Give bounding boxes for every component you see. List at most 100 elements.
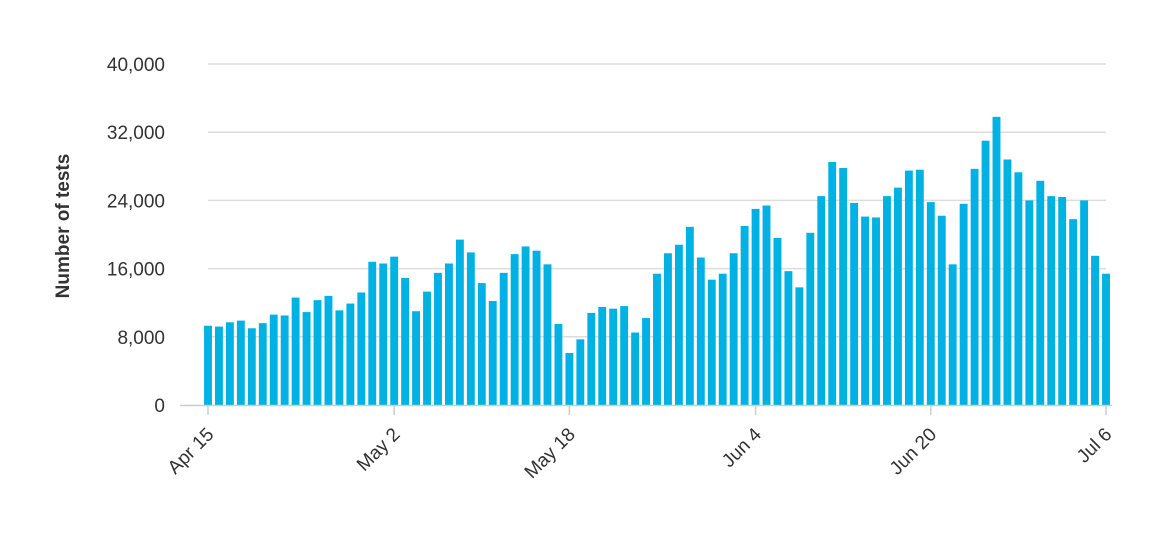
y-tick-label: 0 [154, 396, 165, 417]
bar [466, 252, 475, 405]
bar [576, 339, 585, 405]
y-tick-label: 40,000 [107, 55, 165, 76]
y-tick-label: 32,000 [107, 123, 165, 144]
y-tick-label: 8,000 [117, 328, 165, 349]
bar [609, 308, 618, 405]
bar [642, 318, 650, 405]
bar [751, 208, 760, 405]
bar [915, 169, 924, 405]
bar [893, 187, 902, 405]
bar [1003, 159, 1012, 405]
bar [872, 217, 880, 405]
bar [806, 232, 815, 405]
bar [346, 303, 355, 405]
bar [225, 322, 234, 405]
bar [653, 273, 661, 405]
bar [521, 246, 530, 405]
bar [1102, 273, 1110, 405]
x-tick-label: Jul 6 [1073, 424, 1116, 467]
bar [236, 320, 245, 405]
bar [1014, 172, 1023, 405]
bar [455, 239, 464, 405]
bar [1080, 200, 1089, 405]
bar [762, 205, 771, 405]
x-tick-label: Jun 4 [718, 424, 766, 472]
bar [510, 254, 519, 405]
x-tick-label: May 18 [521, 424, 580, 483]
bar [1025, 200, 1034, 405]
bar [948, 264, 957, 405]
bar [674, 244, 683, 405]
bar [368, 261, 377, 405]
y-axis: 0 8,000 16,000 24,000 32,000 40,000 [107, 55, 165, 417]
bar [357, 292, 366, 405]
bar [861, 216, 870, 405]
bar [1036, 180, 1045, 405]
bar [390, 256, 399, 405]
bar [477, 283, 486, 405]
bar [1091, 255, 1099, 405]
bar [488, 300, 497, 405]
bar [204, 325, 212, 405]
bar [839, 168, 848, 405]
bar [280, 315, 289, 405]
bar [401, 277, 410, 405]
bar [215, 326, 223, 405]
bar [1058, 196, 1067, 405]
bar [992, 116, 1001, 405]
bar [434, 272, 442, 405]
bar [773, 237, 782, 405]
bar [313, 300, 322, 405]
bar [543, 264, 552, 405]
bar [302, 312, 311, 405]
bar [718, 273, 727, 405]
bar [904, 170, 913, 405]
bar [423, 291, 431, 405]
bar [247, 328, 256, 405]
bar [324, 295, 333, 405]
bar [532, 250, 541, 405]
bar [817, 196, 826, 405]
bar [1069, 219, 1078, 405]
bar [685, 226, 694, 405]
bar [828, 162, 837, 405]
bar [926, 202, 935, 405]
x-tick-label: May 2 [353, 424, 404, 475]
y-tick-label: 24,000 [107, 191, 165, 212]
x-axis: Apr 15 May 2 May 18 Jun 4 Jun 20 Jul 6 [164, 404, 1116, 483]
bar [740, 225, 749, 405]
bar [631, 332, 640, 405]
bar [850, 202, 859, 405]
bar [412, 311, 421, 405]
bar [784, 271, 793, 405]
bar [1047, 196, 1056, 405]
bar [981, 140, 990, 405]
bar [970, 168, 979, 405]
bar [258, 323, 267, 405]
bar [499, 272, 508, 405]
bar [444, 263, 453, 405]
bar [554, 324, 563, 405]
bar [269, 314, 278, 405]
x-tick-label: Apr 15 [164, 424, 218, 478]
bar [696, 257, 705, 405]
bar [335, 310, 344, 405]
bar [620, 306, 629, 405]
bar [729, 253, 738, 405]
bar [598, 306, 607, 405]
bar [937, 215, 946, 405]
bar [291, 297, 300, 405]
bar [883, 196, 891, 405]
bar [959, 203, 968, 405]
bar-series [204, 116, 1110, 405]
bar [707, 279, 716, 405]
x-tick-label: Jun 20 [886, 424, 941, 479]
y-axis-title: Number of tests [53, 154, 74, 299]
bar [795, 287, 804, 405]
bar [379, 263, 388, 405]
bar [565, 352, 574, 405]
bar [587, 312, 596, 405]
y-tick-label: 16,000 [107, 260, 165, 281]
bar [664, 253, 672, 405]
